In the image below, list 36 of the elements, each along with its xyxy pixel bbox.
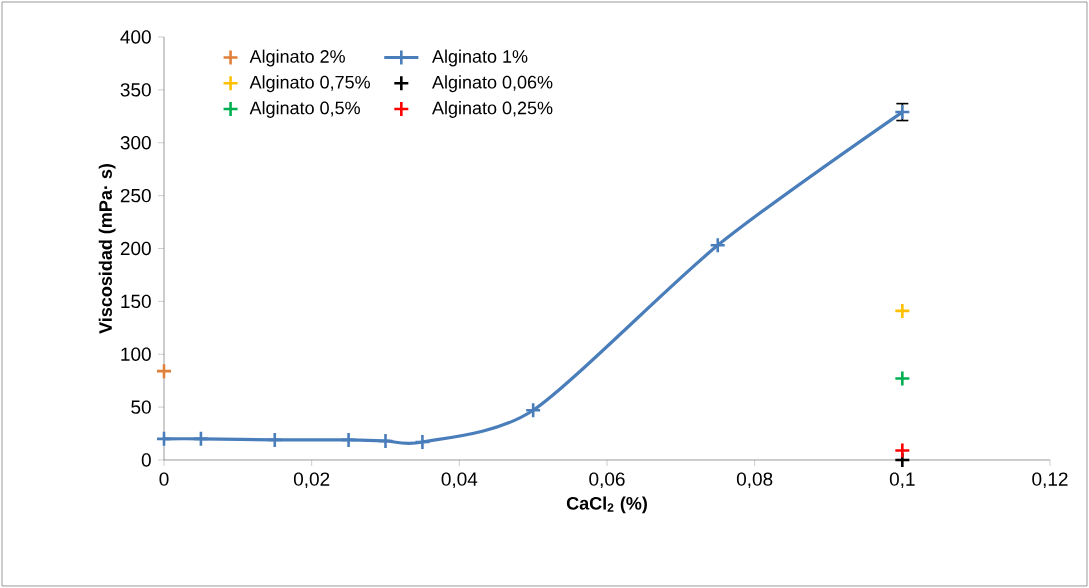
point: [266, 431, 284, 449]
y-tick-label: 100: [121, 347, 151, 361]
y-tick-label: 0: [141, 453, 151, 467]
legend-label: Alginato 2%: [249, 49, 345, 67]
legend-label: Alginato 1%: [432, 49, 528, 67]
legend-label: Alginato 0,06%: [432, 75, 553, 93]
y-tick-label: 150: [121, 294, 151, 309]
x-tick-label: 0: [159, 472, 169, 486]
y-tick-label: 200: [120, 241, 151, 256]
y-tick-label: 400: [120, 30, 151, 44]
y-tick-label: 300: [120, 136, 151, 150]
x-tick-label: 0,08: [736, 472, 773, 489]
point: [524, 401, 542, 419]
point: [192, 430, 210, 448]
point: [377, 432, 394, 450]
point: [340, 431, 357, 449]
legend-label: Alginato 0,25%: [432, 101, 553, 118]
y-tick-label: 350: [120, 83, 151, 97]
y-axis-title: Viscosidad (mPa· s): [98, 164, 116, 334]
x-axis-title: CaCl$_{2}$ (%): [566, 496, 647, 514]
x-tick-label: 0,06: [589, 472, 625, 489]
point: [414, 433, 431, 451]
point: [155, 362, 173, 380]
x-tick-label: 0,02: [293, 472, 330, 489]
point: [894, 442, 911, 459]
point: [155, 430, 173, 448]
x-tick-label: 0,1: [889, 472, 915, 489]
x-tick-label: 0,12: [1032, 472, 1068, 489]
point: [709, 237, 727, 254]
y-tick-label: 250: [120, 188, 151, 203]
point: [894, 302, 911, 320]
y-tick-label: 50: [131, 400, 151, 414]
legend-label: Alginato 0,75%: [249, 75, 370, 93]
x-tick-label: 0,04: [441, 472, 478, 489]
point: [894, 370, 911, 387]
legend-label: Alginato 0,5%: [249, 101, 360, 118]
